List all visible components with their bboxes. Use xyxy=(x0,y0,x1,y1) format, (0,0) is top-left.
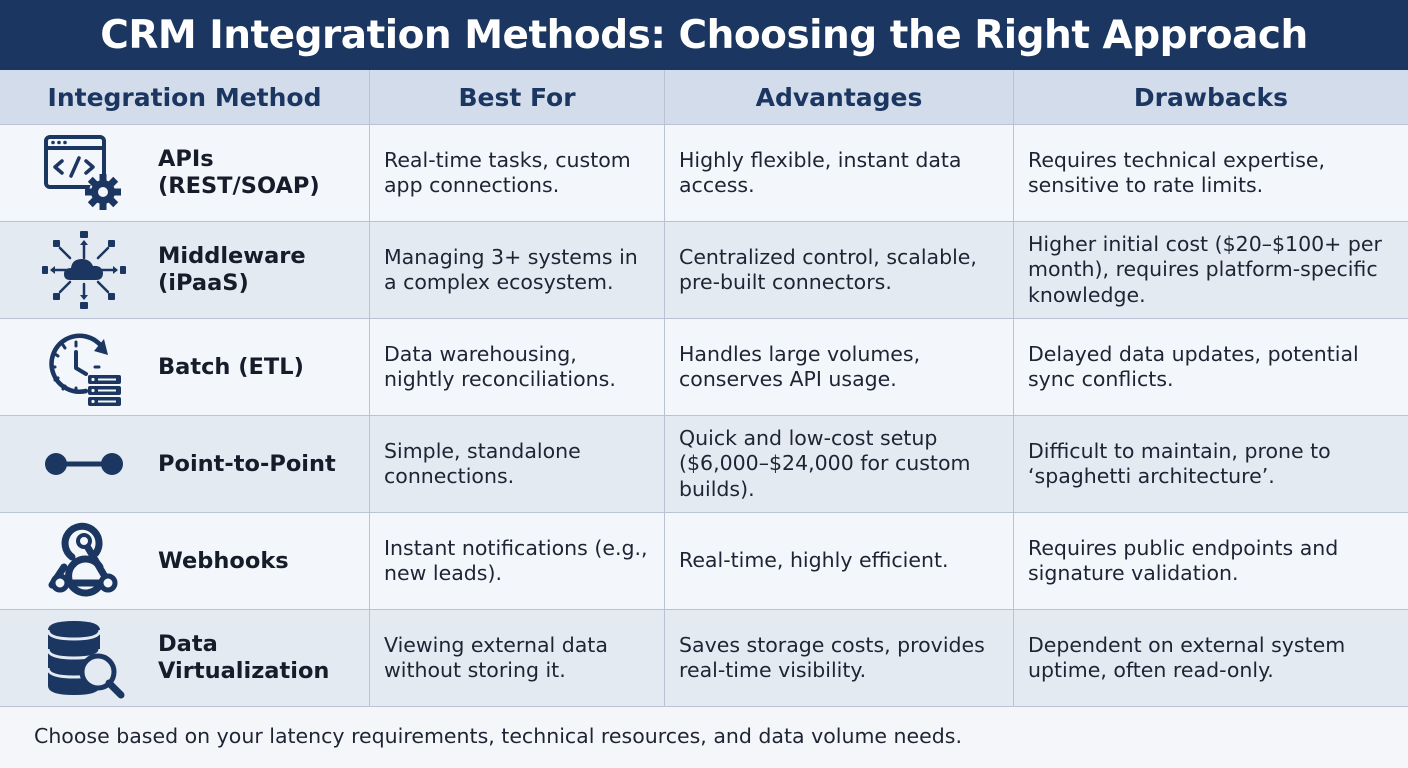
column-header-advantages: Advantages xyxy=(665,70,1014,125)
best-for-cell: Instant notifications (e.g., new leads). xyxy=(370,513,665,610)
method-cell: APIs (REST/SOAP) xyxy=(0,125,370,222)
footer-note: Choose based on your latency requirement… xyxy=(34,724,962,748)
drawbacks-cell: Difficult to maintain, prone to ‘spaghet… xyxy=(1014,416,1408,513)
method-name: Point-to-Point xyxy=(158,450,336,477)
drawbacks-cell: Higher initial cost ($20–$100+ per month… xyxy=(1014,222,1408,319)
method-cell: Middleware (iPaaS) xyxy=(0,222,370,319)
method-name: Batch (ETL) xyxy=(158,353,304,380)
drawbacks-cell: Requires public endpoints and signature … xyxy=(1014,513,1408,610)
column-header-drawbacks: Drawbacks xyxy=(1014,70,1408,125)
drawbacks-cell: Dependent on external system uptime, oft… xyxy=(1014,610,1408,707)
advantages-cell: Handles large volumes, conserves API usa… xyxy=(665,319,1014,416)
advantages-cell: Quick and low-cost setup ($6,000–$24,000… xyxy=(665,416,1014,513)
title-bar: CRM Integration Methods: Choosing the Ri… xyxy=(0,0,1408,70)
advantages-cell: Real-time, highly efficient. xyxy=(665,513,1014,610)
point-link-icon xyxy=(42,422,126,506)
method-name: Middleware (iPaaS) xyxy=(158,243,306,296)
advantages-cell: Centralized control, scalable, pre-built… xyxy=(665,222,1014,319)
method-cell: Batch (ETL) xyxy=(0,319,370,416)
best-for-cell: Real-time tasks, custom app connections. xyxy=(370,125,665,222)
best-for-cell: Simple, standalone connections. xyxy=(370,416,665,513)
best-for-cell: Managing 3+ systems in a complex ecosyst… xyxy=(370,222,665,319)
page-title: CRM Integration Methods: Choosing the Ri… xyxy=(100,12,1308,58)
advantages-cell: Highly flexible, instant data access. xyxy=(665,125,1014,222)
webhook-icon xyxy=(42,519,126,603)
comparison-table: Integration Method Best For Advantages D… xyxy=(0,70,1408,707)
column-header-best-for: Best For xyxy=(370,70,665,125)
best-for-cell: Viewing external data without storing it… xyxy=(370,610,665,707)
clock-server-icon xyxy=(42,325,126,409)
drawbacks-cell: Requires technical expertise, sensitive … xyxy=(1014,125,1408,222)
method-name: Webhooks xyxy=(158,547,289,574)
method-cell: Webhooks xyxy=(0,513,370,610)
method-cell: Data Virtualization xyxy=(0,610,370,707)
code-window-gear-icon xyxy=(42,131,126,215)
best-for-cell: Data warehousing, nightly reconciliation… xyxy=(370,319,665,416)
column-header-method: Integration Method xyxy=(0,70,370,125)
method-cell: Point-to-Point xyxy=(0,416,370,513)
advantages-cell: Saves storage costs, provides real-time … xyxy=(665,610,1014,707)
method-name: APIs (REST/SOAP) xyxy=(158,146,320,199)
cloud-network-icon xyxy=(42,228,126,312)
drawbacks-cell: Delayed data updates, potential sync con… xyxy=(1014,319,1408,416)
method-name: Data Virtualization xyxy=(158,631,330,684)
database-search-icon xyxy=(42,616,126,700)
